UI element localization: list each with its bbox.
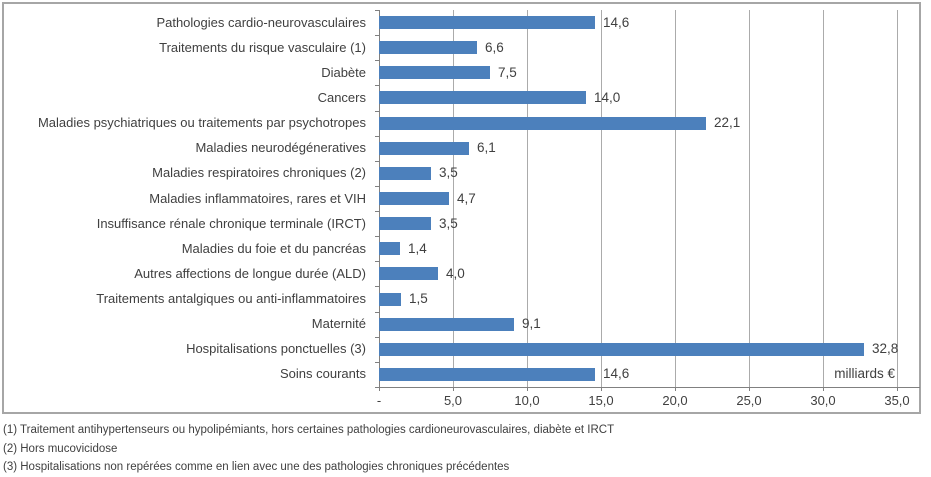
category-label: Traitements du risque vasculaire (1) xyxy=(159,39,366,55)
value-label: 14,6 xyxy=(603,366,630,382)
category-label: Hospitalisations ponctuelles (3) xyxy=(186,341,366,357)
category-label: Diabète xyxy=(321,64,366,80)
bar xyxy=(379,116,706,130)
y-axis-tick xyxy=(375,160,379,162)
category-label: Pathologies cardio-neurovasculaires xyxy=(156,14,366,30)
category-label: Cancers xyxy=(317,89,366,105)
x-tick-label: 15,0 xyxy=(588,393,614,408)
footnote-1: (1) Traitement antihypertenseurs ou hypo… xyxy=(3,424,615,436)
value-label: 1,5 xyxy=(409,291,428,307)
value-label: 32,8 xyxy=(872,341,899,357)
value-label: 14,6 xyxy=(603,14,630,30)
y-axis-tick xyxy=(375,336,379,338)
x-tick-label: 20,0 xyxy=(662,393,688,408)
value-label: 14,0 xyxy=(594,89,621,105)
x-tick-label: 30,0 xyxy=(810,393,836,408)
category-label: Maladies neurodégéneratives xyxy=(195,140,366,156)
gridline xyxy=(897,10,898,387)
bar xyxy=(379,317,514,331)
x-axis-tick xyxy=(897,387,898,391)
y-axis-tick xyxy=(375,236,379,238)
bar xyxy=(379,267,438,281)
category-label: Insuffisance rénale chronique terminale … xyxy=(96,215,366,231)
x-axis-tick xyxy=(379,387,380,391)
footnote-2: (2) Hors mucovicidose xyxy=(3,442,118,455)
x-tick-label: 25,0 xyxy=(736,393,762,408)
y-axis-tick xyxy=(375,110,379,112)
gridline xyxy=(675,10,676,387)
x-axis-tick xyxy=(453,387,454,391)
y-axis-tick xyxy=(375,185,379,187)
y-axis-tick xyxy=(375,387,379,388)
value-label: 9,1 xyxy=(522,316,541,332)
y-axis-tick xyxy=(375,261,379,263)
bar xyxy=(379,342,864,356)
value-label: 1,4 xyxy=(408,240,427,256)
x-axis-tick xyxy=(749,387,750,391)
y-axis-tick xyxy=(375,35,379,37)
value-label: 3,5 xyxy=(439,215,458,231)
bar xyxy=(379,192,449,205)
bar xyxy=(379,141,469,155)
value-label: 7,5 xyxy=(498,64,517,80)
value-label: 4,7 xyxy=(457,190,476,206)
bar xyxy=(379,91,586,105)
bar xyxy=(379,367,595,381)
bar xyxy=(379,16,595,30)
value-label: 22,1 xyxy=(714,115,741,131)
x-axis-tick xyxy=(823,387,824,391)
bar xyxy=(379,292,401,306)
value-label: 6,1 xyxy=(477,140,496,156)
y-axis-tick xyxy=(375,286,379,288)
bar xyxy=(379,41,477,55)
category-label: Maladies psychiatriques ou traitements p… xyxy=(37,115,366,131)
bar xyxy=(379,166,431,180)
category-label: Maternité xyxy=(311,316,366,332)
y-axis-tick xyxy=(375,10,379,11)
footnote-3: (3) Hospitalisations non repérées comme … xyxy=(3,461,510,473)
category-label: Autres affections de longue durée (ALD) xyxy=(134,265,366,281)
x-axis-line xyxy=(378,387,920,388)
x-tick-label: 10,0 xyxy=(514,393,540,408)
bar xyxy=(379,217,431,231)
value-label: 6,6 xyxy=(485,39,504,55)
gridline xyxy=(823,10,824,387)
unit-label: milliards € xyxy=(834,366,895,381)
category-label: Traitements antalgiques ou anti-inflamma… xyxy=(96,291,366,307)
y-axis-tick xyxy=(375,60,379,62)
x-axis-tick xyxy=(527,387,528,391)
category-label: Maladies inflammatoires, rares et VIH xyxy=(149,190,366,206)
category-label: Maladies respiratoires chroniques (2) xyxy=(152,165,366,181)
value-label: 4,0 xyxy=(446,265,465,281)
y-axis-tick xyxy=(375,361,379,363)
gridline xyxy=(453,10,454,387)
y-axis-tick xyxy=(375,135,379,137)
bar xyxy=(379,242,400,256)
gridline xyxy=(749,10,750,387)
category-label: Maladies du foie et du pancréas xyxy=(181,240,366,256)
gridline xyxy=(601,10,602,387)
footnotes: (1) Traitement antihypertenseurs ou hypo… xyxy=(3,421,614,477)
value-label: 3,5 xyxy=(439,165,458,181)
x-tick-label: 5,0 xyxy=(443,393,463,408)
y-axis-tick xyxy=(375,85,379,87)
y-axis-tick xyxy=(375,211,379,213)
gridline xyxy=(527,10,528,387)
x-tick-label: - xyxy=(376,393,382,408)
category-label: Soins courants xyxy=(280,366,366,382)
x-tick-label: 35,0 xyxy=(884,393,910,408)
x-axis-tick xyxy=(675,387,676,391)
y-axis-tick xyxy=(375,311,379,313)
x-axis-tick xyxy=(601,387,602,391)
bar xyxy=(379,66,490,80)
